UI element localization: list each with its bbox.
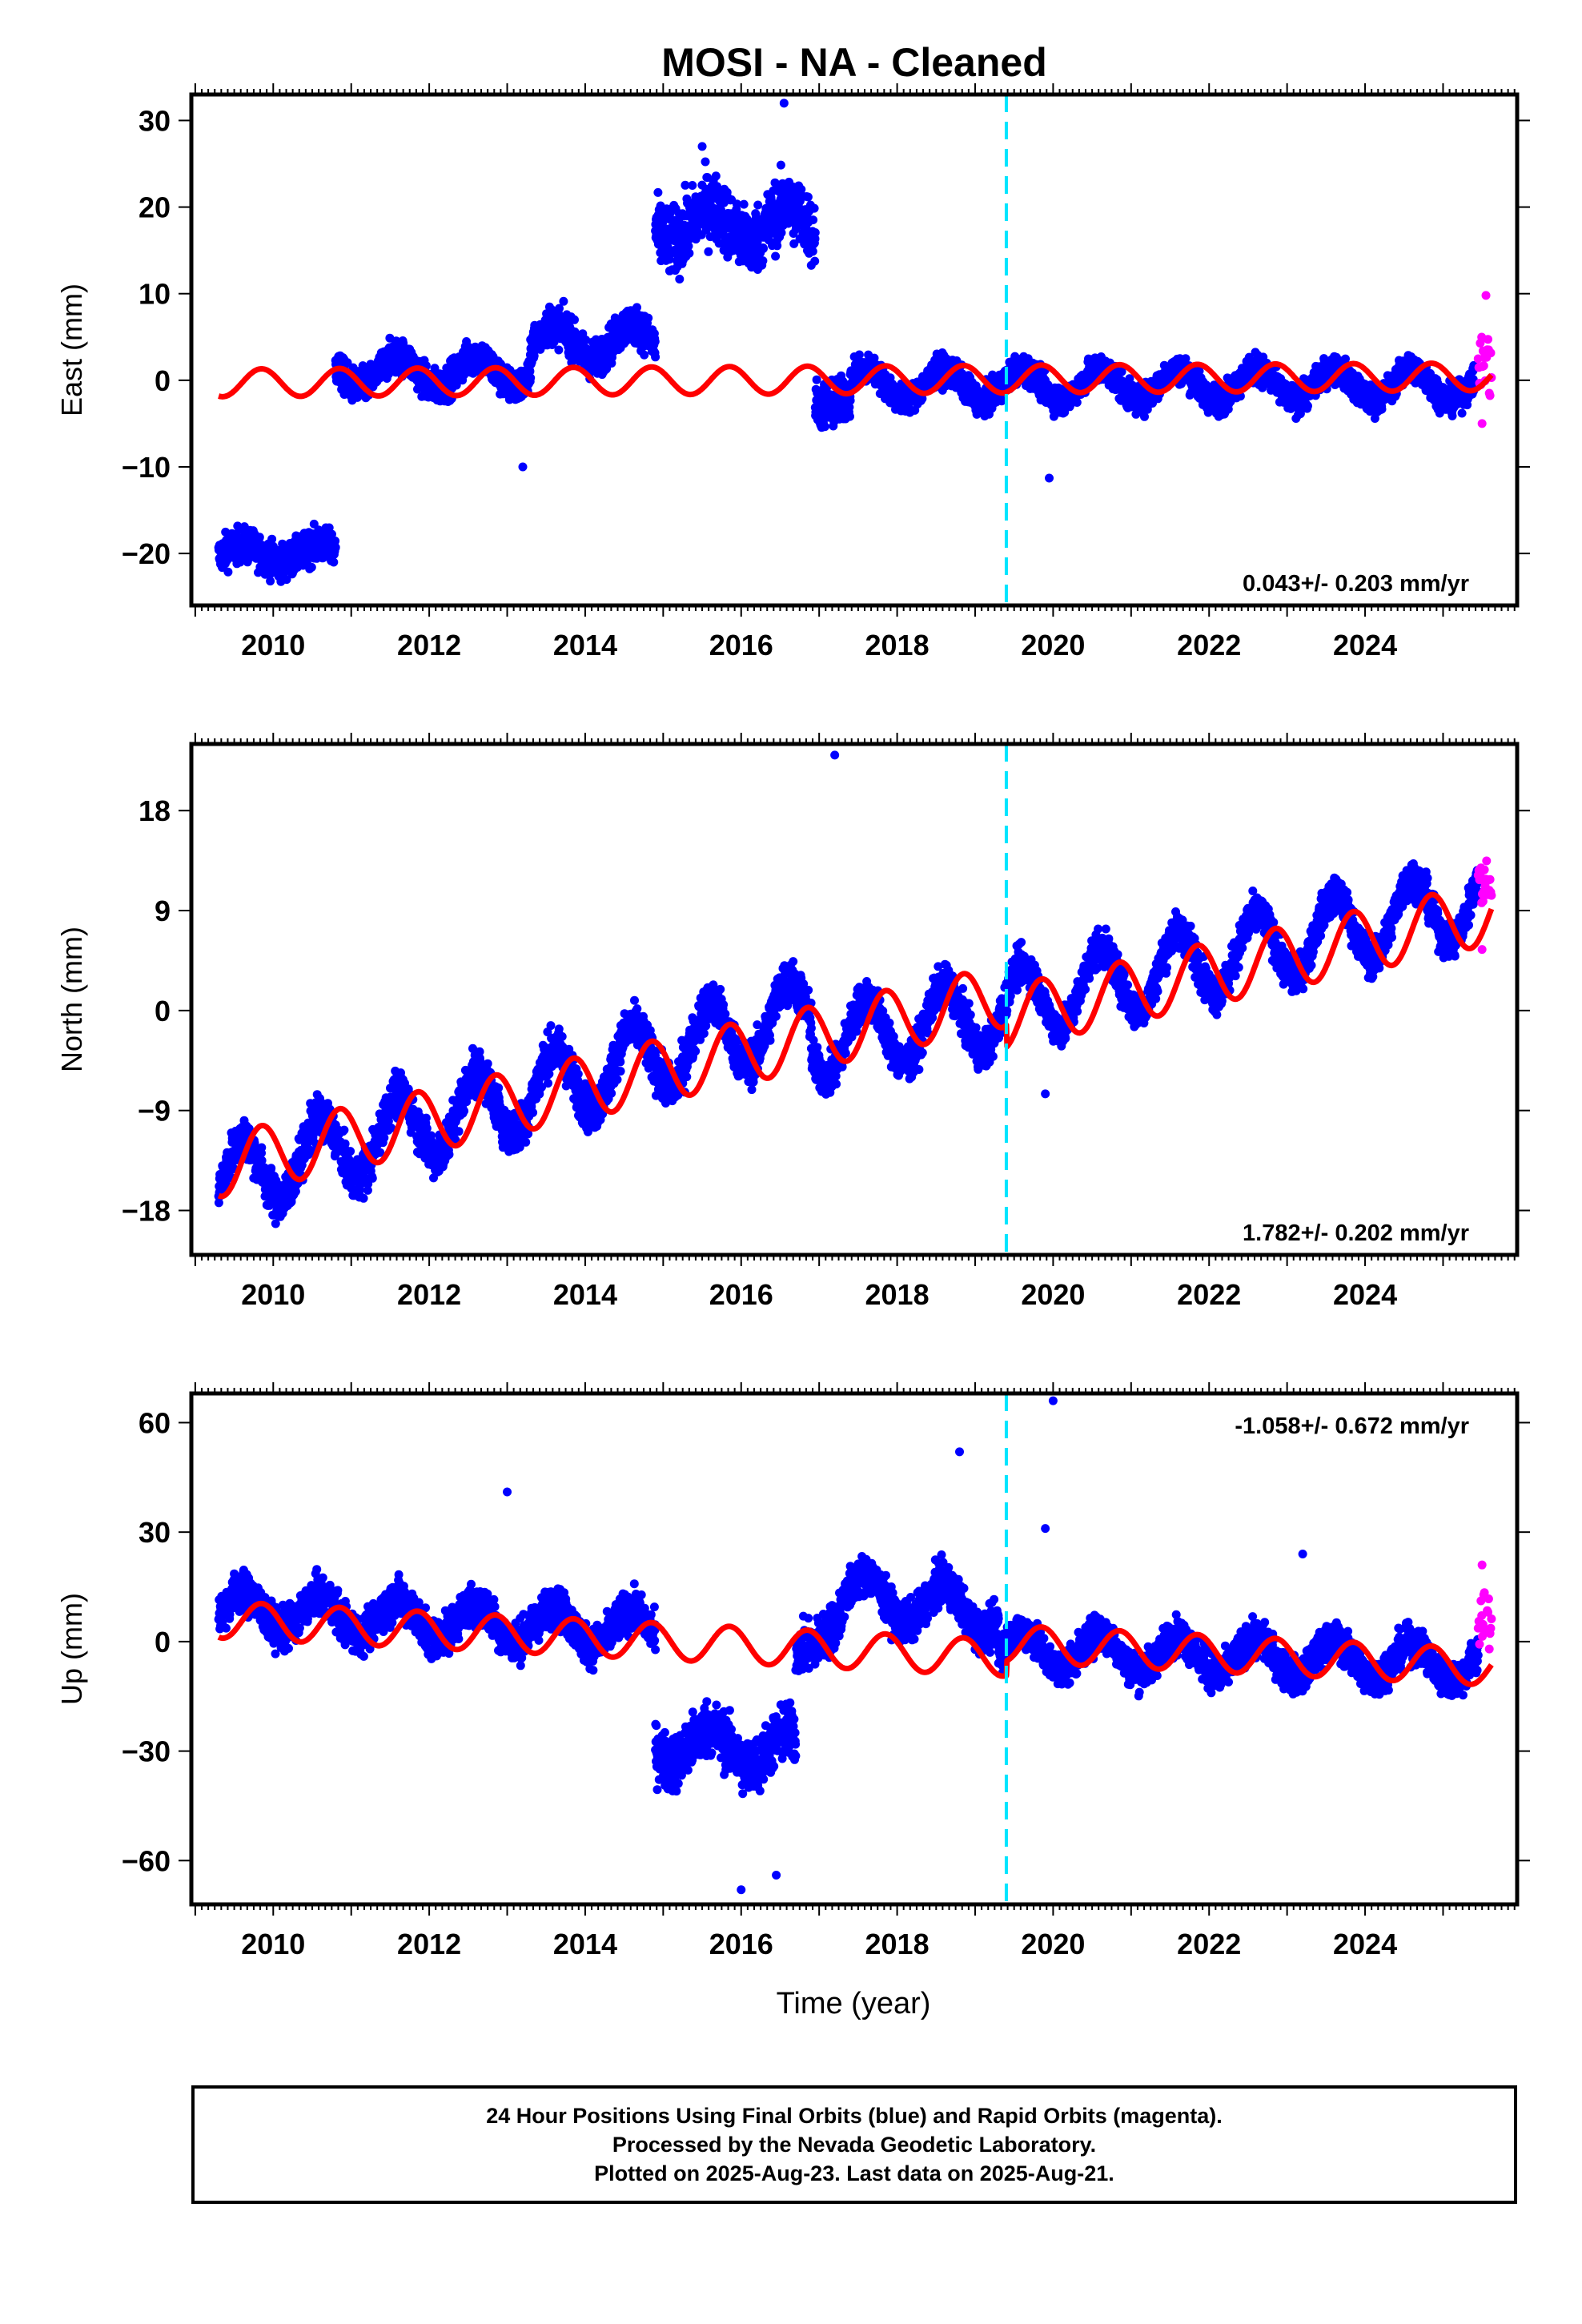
data-point: [559, 296, 568, 306]
data-point: [820, 422, 829, 432]
data-point: [809, 215, 818, 225]
data-point: [266, 577, 275, 586]
data-point: [803, 192, 813, 202]
data-point: [267, 534, 277, 544]
east-panel: 2010 2012 2014 2016 2018 2020 2022 2024−20−1001…: [55, 83, 1530, 661]
data-point: [675, 275, 685, 283]
data-point: [329, 557, 339, 567]
data-point: [650, 337, 660, 346]
data-point: [810, 228, 820, 237]
data-point: [739, 199, 749, 209]
data-point: [653, 187, 663, 197]
data-point: [651, 352, 661, 362]
data-point: [644, 313, 653, 323]
data-point: [1377, 404, 1387, 414]
data-point: [997, 396, 1006, 406]
data-point: [526, 373, 536, 383]
data-point: [307, 562, 316, 572]
data-point: [331, 543, 340, 552]
data-point: [688, 181, 697, 190]
data-point: [327, 529, 336, 539]
data-point: [640, 350, 649, 360]
data-point: [711, 171, 721, 181]
data-point: [753, 200, 763, 210]
data-point: [809, 203, 819, 213]
series-blue: [214, 99, 1479, 586]
data-point: [845, 396, 855, 405]
plot-area: [214, 99, 1496, 586]
data-point: [704, 247, 713, 256]
data-point: [343, 358, 352, 368]
data-point: [1303, 401, 1312, 411]
data-point: [255, 533, 264, 542]
data-point: [570, 315, 579, 324]
data-point: [776, 160, 785, 170]
data-point: [1072, 398, 1082, 407]
data-point: [554, 345, 564, 355]
data-point: [701, 157, 710, 167]
data-point: [759, 243, 768, 253]
data-point: [282, 575, 291, 585]
data-point: [810, 256, 820, 266]
data-point: [758, 256, 768, 266]
data-point: [525, 367, 535, 376]
data-point: [773, 241, 782, 251]
data-point: [685, 248, 694, 258]
data-point: [812, 375, 821, 384]
data-point: [223, 567, 233, 577]
figure-title: MOSI - NA - Cleaned: [661, 40, 1047, 85]
data-point: [845, 412, 854, 421]
data-point: [771, 251, 781, 261]
data-point: [529, 351, 539, 360]
data-point: [331, 537, 340, 545]
